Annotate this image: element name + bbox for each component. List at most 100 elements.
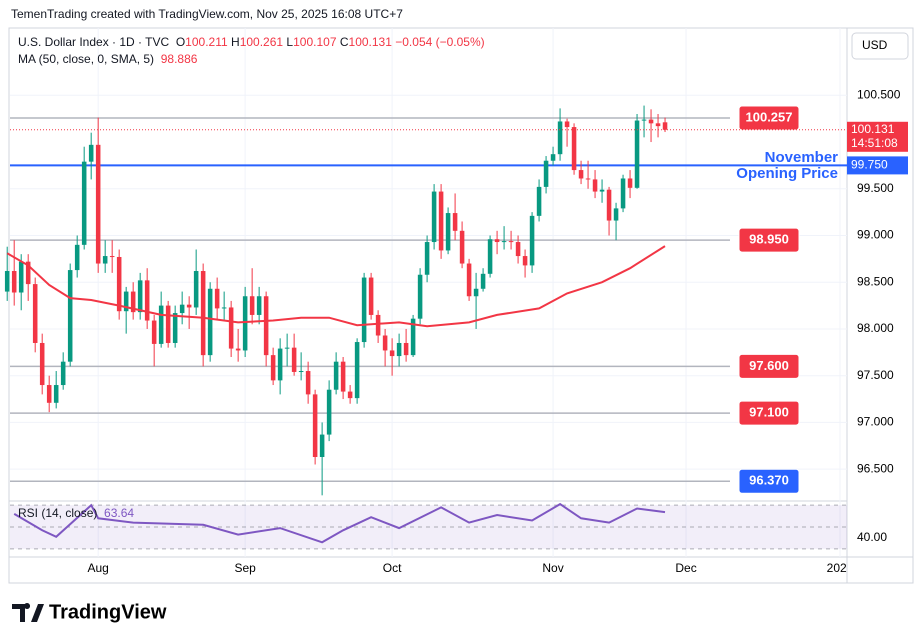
candle-body [585, 178, 591, 180]
currency-button-label[interactable]: USD [862, 38, 888, 52]
candle-body [256, 296, 262, 315]
rsi-tick-label: 40.00 [857, 530, 887, 544]
candle-body [263, 296, 269, 356]
candle-body [382, 335, 388, 351]
frame [8, 27, 914, 584]
candle-body [11, 271, 17, 293]
candle-body [564, 121, 570, 128]
candle-body [326, 389, 332, 435]
candle-body [172, 313, 178, 343]
candle-body [445, 213, 451, 251]
candle-body [144, 280, 150, 321]
annotation: November [765, 149, 839, 166]
currency-button[interactable] [851, 32, 909, 60]
change: −0.054 (−0.05%) [395, 35, 485, 49]
candle-body [32, 284, 38, 343]
candle-body [130, 291, 136, 313]
candle-body [88, 144, 94, 162]
candle-body [410, 318, 416, 356]
candle-body [592, 179, 598, 192]
x-tick-label: Sep [234, 561, 256, 575]
candle-body [81, 161, 87, 245]
candle-body [186, 304, 192, 308]
candle-body [200, 271, 206, 356]
candle-body [53, 385, 59, 403]
rsi-legend: RSI (14, close) 63.64 [18, 506, 134, 520]
candle-body [662, 122, 668, 130]
candle-body [67, 270, 73, 362]
candle-body [480, 273, 486, 289]
x-tick-label: Aug [87, 561, 108, 575]
current-price-box [847, 121, 908, 152]
candle-body [291, 347, 297, 372]
y-tick-label: 99.000 [857, 228, 894, 242]
candle-body [578, 170, 584, 179]
candle-body [354, 342, 360, 399]
candle-body [529, 215, 535, 266]
candle-body [193, 271, 199, 308]
candle-body [522, 256, 528, 266]
ma-name: MA (50, close, 0, SMA, 5) [18, 52, 155, 66]
opening-price-box [847, 156, 908, 175]
x-tick-label: Dec [675, 561, 696, 575]
candle-body [655, 123, 661, 127]
countdown: 14:51:08 [851, 136, 898, 150]
level-box [738, 353, 800, 379]
ohlc-label: L [286, 35, 294, 49]
candle-body [613, 208, 619, 221]
ma-line [6, 245, 666, 328]
y-tick-label: 97.000 [857, 415, 894, 429]
level-box [738, 400, 800, 426]
candle-body [284, 347, 290, 349]
level-label: 97.100 [749, 405, 789, 420]
candle-body [494, 239, 500, 243]
candle-body [102, 256, 108, 264]
rsi-line [13, 502, 666, 544]
candle-body [39, 342, 45, 386]
candle-body [459, 230, 465, 264]
rsi-name: RSI (14, close) [18, 506, 98, 520]
candle-body [452, 213, 458, 231]
candle-body [620, 178, 626, 209]
y-tick-label: 98.000 [857, 321, 894, 335]
ohlc-label: C [339, 35, 349, 49]
candle-body [298, 371, 304, 373]
candle-body [396, 342, 402, 357]
candle-body [249, 296, 255, 315]
candle-body [235, 348, 241, 351]
candle-body [277, 348, 283, 381]
candle-body [557, 121, 563, 155]
ma-value: 98.886 [160, 52, 198, 66]
y-tick-label: 96.500 [857, 461, 894, 475]
level-box [738, 468, 800, 494]
candle-body [179, 304, 185, 314]
symbol: U.S. Dollar Index · 1D · TVC [18, 35, 170, 49]
candle-body [438, 191, 444, 251]
candle-body [165, 305, 171, 343]
brand: TradingView [49, 601, 167, 623]
candle-body [214, 288, 220, 309]
ma-legend: MA (50, close, 0, SMA, 5) 98.886 [18, 52, 197, 66]
x-axis: Aug Sep Oct Nov Dec 2026 [87, 561, 847, 575]
candle-body [228, 307, 234, 349]
candle-body [60, 361, 66, 386]
candle-body [515, 242, 521, 257]
legend-line: U.S. Dollar Index · 1D · TVC O100.211 H1… [18, 35, 485, 49]
candle-body [207, 288, 213, 356]
candle-body [571, 127, 577, 171]
candle-body [417, 274, 423, 319]
y-tick-label: 99.500 [857, 181, 894, 195]
candle-body [305, 371, 311, 395]
candle-body [431, 191, 437, 243]
candle-body [550, 154, 556, 161]
candle-body [123, 291, 129, 312]
candle-body [368, 277, 374, 315]
current-price-label: 100.131 [851, 122, 895, 136]
annotation: Opening Price [736, 165, 838, 182]
candle-body [242, 296, 248, 351]
candle-body [473, 288, 479, 297]
candle-body [221, 307, 227, 309]
candle-body [606, 189, 612, 221]
candle-body [627, 178, 633, 188]
level-label: 97.600 [749, 358, 789, 373]
